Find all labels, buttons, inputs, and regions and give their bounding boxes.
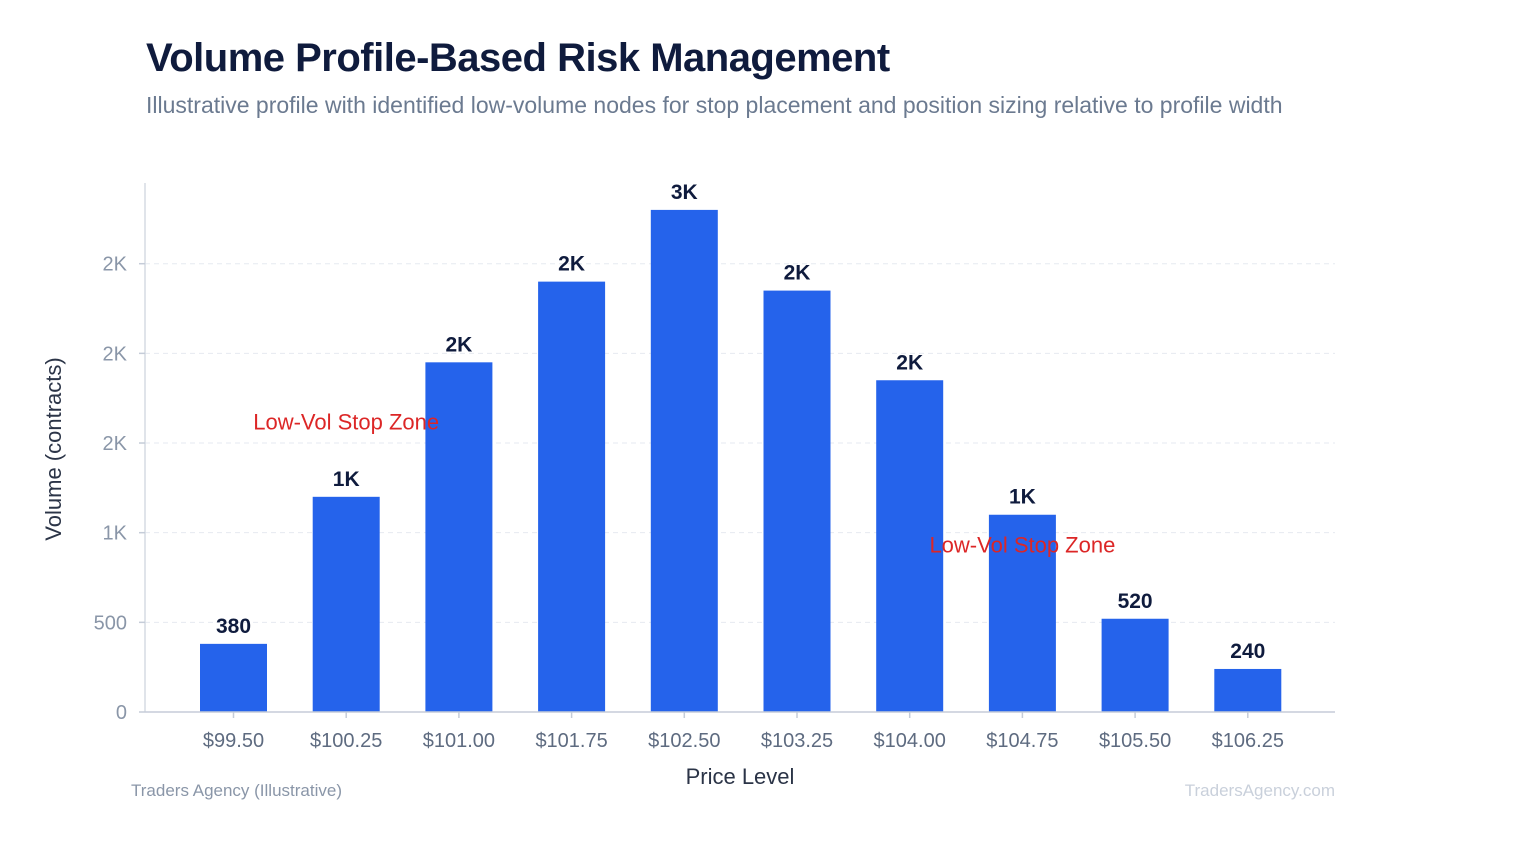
y-tick-label: 2K <box>103 433 128 455</box>
y-tick-label: 2K <box>103 254 128 276</box>
y-tick-label: 1K <box>103 523 128 545</box>
bar <box>1101 618 1169 712</box>
footer-watermark: TradersAgency.com <box>1185 781 1335 800</box>
data-label: 520 <box>1118 590 1153 613</box>
x-tick-label: $104.75 <box>986 730 1058 752</box>
y-tick-label: 500 <box>94 612 127 634</box>
data-label: 2K <box>558 253 585 276</box>
bar <box>763 290 831 712</box>
chart-subtitle: Illustrative profile with identified low… <box>146 92 1283 118</box>
data-label: 1K <box>333 468 360 491</box>
data-label: 3K <box>671 181 698 204</box>
bar <box>425 362 493 712</box>
annotation-low-vol-stop-zone: Low-Vol Stop Zone <box>253 409 439 434</box>
bar <box>988 514 1056 712</box>
x-tick-labels: $99.50 $100.25 $101.00 $101.75 $102.50 $103.2… <box>203 712 1284 752</box>
data-label: 2K <box>784 262 811 285</box>
footer-source: Traders Agency (Illustrative) <box>131 781 342 800</box>
bar <box>650 209 718 712</box>
x-tick-label: $105.50 <box>1099 730 1171 752</box>
x-tick-label: $99.50 <box>203 730 264 752</box>
y-axis-title: Volume (contracts) <box>41 357 66 540</box>
annotation-low-vol-stop-zone: Low-Vol Stop Zone <box>929 532 1115 557</box>
data-label: 2K <box>445 333 472 356</box>
y-tick-label: 0 <box>116 702 127 724</box>
data-label: 2K <box>896 351 923 374</box>
bars <box>200 209 1282 712</box>
y-tick-label: 2K <box>103 343 128 365</box>
x-tick-label: $103.25 <box>761 730 833 752</box>
x-tick-label: $102.50 <box>648 730 720 752</box>
bar <box>876 380 944 712</box>
x-tick-label: $101.00 <box>423 730 495 752</box>
bar <box>1214 668 1282 712</box>
x-tick-label: $106.25 <box>1212 730 1284 752</box>
data-label: 380 <box>216 615 251 638</box>
data-label: 1K <box>1009 486 1036 509</box>
x-tick-label: $101.75 <box>535 730 607 752</box>
y-tick-labels: 0 500 1K 2K 2K 2K <box>94 254 145 724</box>
data-label: 240 <box>1230 640 1265 663</box>
bar <box>538 281 606 712</box>
bar <box>312 496 380 712</box>
annotations: Low-Vol Stop Zone Low-Vol Stop Zone <box>253 409 1115 557</box>
x-tick-label: $104.00 <box>874 730 946 752</box>
x-tick-label: $100.25 <box>310 730 382 752</box>
data-labels: 380 1K 2K 2K 3K 2K 2K 1K 520 240 <box>216 181 1265 663</box>
bar <box>200 643 267 712</box>
x-axis-title: Price Level <box>686 764 795 789</box>
axes <box>144 183 1335 713</box>
chart-title: Volume Profile-Based Risk Management <box>146 36 890 80</box>
